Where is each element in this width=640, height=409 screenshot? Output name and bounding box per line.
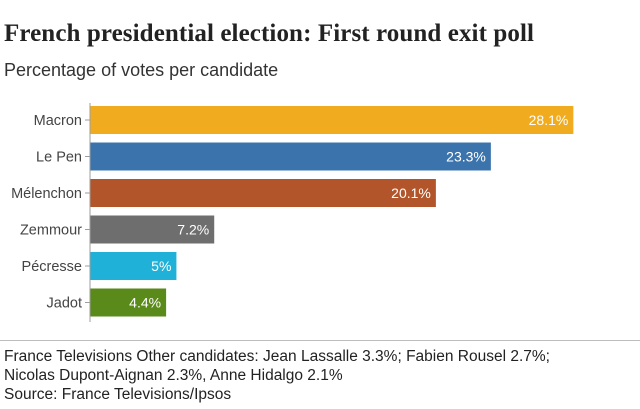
- chart-subtitle: Percentage of votes per candidate: [4, 60, 279, 80]
- bar-pecresse: [90, 252, 177, 280]
- value-label-zemmour: 7.2%: [177, 222, 209, 238]
- value-label-macron: 28.1%: [529, 112, 569, 128]
- bar-le-pen: [90, 142, 491, 171]
- category-label-macron: Macron: [34, 113, 82, 129]
- bar-macron: [90, 106, 574, 134]
- bar-chart: Macron 28.1% Le Pen 23.3% Mélenchon 20.1% Zemm…: [11, 103, 574, 322]
- bar-zemmour: [90, 215, 215, 244]
- chart-title: French presidential election: First roun…: [4, 20, 535, 47]
- footnote-other-candidates-line1: France Televisions Other candidates: Jea…: [4, 348, 550, 365]
- footnote-other-candidates-line2: Nicolas Dupont-Aignan 2.3%, Anne Hidalgo…: [4, 367, 343, 384]
- value-label-le-pen: 23.3%: [446, 149, 486, 165]
- bar-melenchon: [90, 179, 436, 207]
- value-label-melenchon: 20.1%: [391, 185, 431, 201]
- category-label-le-pen: Le Pen: [36, 150, 82, 166]
- category-label-melenchon: Mélenchon: [11, 186, 82, 202]
- value-label-jadot: 4.4%: [129, 295, 161, 311]
- bar-jadot: [90, 288, 167, 317]
- category-label-pecresse: Pécresse: [22, 259, 82, 275]
- footer-divider: [0, 340, 640, 341]
- category-label-zemmour: Zemmour: [20, 223, 82, 239]
- category-label-jadot: Jadot: [47, 296, 82, 312]
- footnote: France Televisions Other candidates: Jea…: [4, 347, 636, 404]
- value-label-pecresse: 5%: [151, 258, 171, 274]
- footnote-source: Source: France Televisions/Ipsos: [4, 386, 232, 403]
